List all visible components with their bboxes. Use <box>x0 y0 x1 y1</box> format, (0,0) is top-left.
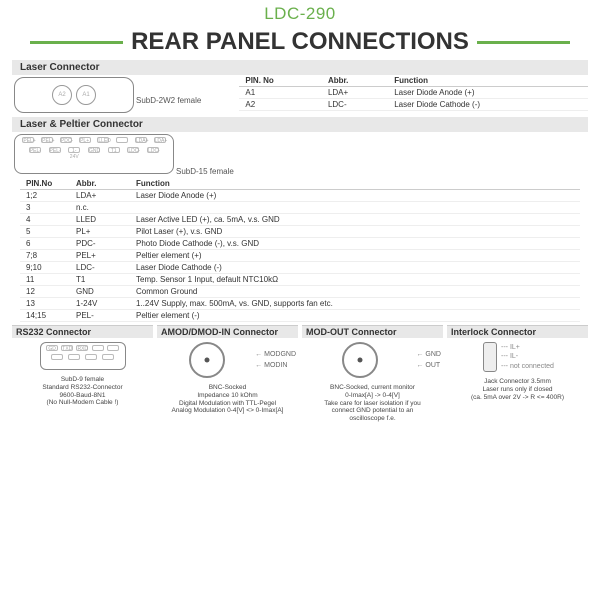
title-divider: REAR PANEL CONNECTIONS <box>0 28 600 56</box>
table-row: 4LLEDLaser Active LED (+), ca. 5mA, v.s.… <box>20 214 580 226</box>
card-amod: AMOD/DMOD-IN Connector ← MODGND ← MODIN … <box>157 325 298 425</box>
table-row: 9;10LDC-Laser Diode Cathode (-) <box>20 262 580 274</box>
amod-desc: BNC-Socked Impedance 10 kOhm Digital Mod… <box>157 382 298 417</box>
interlock-desc: Jack Connector 3.5mm Laser runs only if … <box>447 376 588 403</box>
hole-a1: A1 <box>76 85 96 105</box>
modout-desc: BNC-Socked, current monitor 0-Imax[A] ->… <box>302 382 443 425</box>
table-row: 12GNDCommon Ground <box>20 286 580 298</box>
card-rs232: RS232 Connector GDTXDRXD SubD-9 female S… <box>12 325 153 425</box>
bnc-modout-icon <box>342 342 378 378</box>
laser-conn-table: PIN. NoAbbr.Function A1LDA+Laser Diode A… <box>239 75 588 111</box>
laser-peltier-table: PIN.NoAbbr.Function 1;2LDA+Laser Diode A… <box>20 178 580 322</box>
table-row: 14;15PEL-Peltier element (-) <box>20 310 580 322</box>
table-row: A2LDC-Laser Diode Cathode (-) <box>239 99 588 111</box>
hole-a2: A2 <box>52 85 72 105</box>
table-row: A1LDA+Laser Diode Anode (+) <box>239 87 588 99</box>
table-row: 1;2LDA+Laser Diode Anode (+) <box>20 190 580 202</box>
table-row: 6PDC-Photo Diode Cathode (-), v.s. GND <box>20 238 580 250</box>
table-row: 5PL+Pilot Laser (+), v.s. GND <box>20 226 580 238</box>
section-laser-peltier: Laser & Peltier Connector <box>12 117 588 132</box>
bnc-amod-icon <box>189 342 225 378</box>
dsub-2w2-diagram: A2 A1 <box>14 77 134 113</box>
dsub-15-label: SubD-15 female <box>176 157 234 176</box>
rs232-desc: SubD-9 female Standard RS232-Connector 9… <box>12 374 153 409</box>
table-row: 11T1Temp. Sensor 1 Input, default NTC10k… <box>20 274 580 286</box>
dsub-9-diagram: GDTXDRXD <box>40 342 126 370</box>
dsub-2w2-label: SubD-2W2 female <box>136 86 201 105</box>
jack-icon <box>483 342 497 372</box>
title-model: LDC-290 <box>0 4 600 24</box>
table-row: 3n.c. <box>20 202 580 214</box>
title-sub: REAR PANEL CONNECTIONS <box>131 28 469 56</box>
table-row: 7;8PEL+Peltier element (+) <box>20 250 580 262</box>
card-modout: MOD-OUT Connector ← GND ← OUT BNC-Socked… <box>302 325 443 425</box>
section-laser-connector: Laser Connector <box>12 60 588 75</box>
table-row: 131-24V1..24V Supply, max. 500mA, vs. GN… <box>20 298 580 310</box>
dsub-15-diagram: PEL+PEL+PDC-PL+LLEDLDA+LDA+ PEL-PEL-1-24… <box>14 134 174 174</box>
card-interlock: Interlock Connector --- IL+--- IL---- no… <box>447 325 588 425</box>
